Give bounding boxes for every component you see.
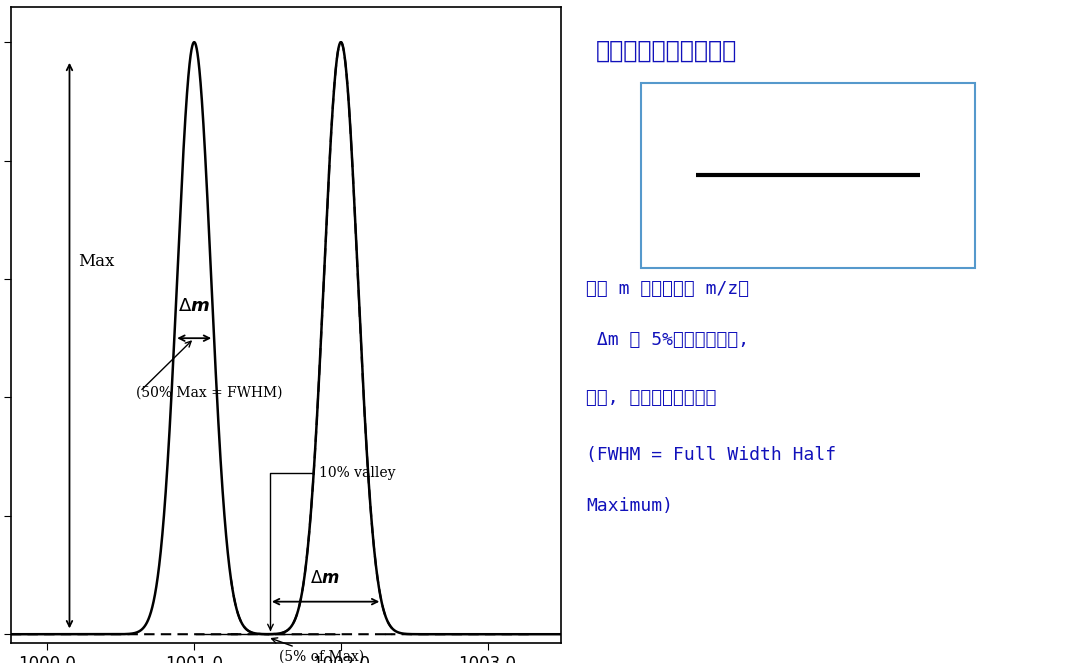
Text: Δm 是 5%峰高处的峰宽,: Δm 是 5%峰高处的峰宽, [586,332,750,349]
Text: 式中 m 是峰质心的 m/z，: 式中 m 是峰质心的 m/z， [586,280,750,298]
FancyBboxPatch shape [642,83,974,268]
Text: (5% of Max): (5% of Max) [271,638,365,663]
Text: m: m [787,96,828,134]
Text: 或者, 更常用的是半峰宽: 或者, 更常用的是半峰宽 [586,389,717,406]
Text: Maximum): Maximum) [586,497,673,514]
Text: 10% valley: 10% valley [268,466,395,630]
Text: $\Delta$ m: $\Delta$ m [772,210,843,243]
Text: (FWHM = Full Width Half: (FWHM = Full Width Half [586,446,837,464]
Text: (50% Max = FWHM): (50% Max = FWHM) [135,386,282,400]
Text: 分辨率通常以下式表达: 分辨率通常以下式表达 [596,38,738,62]
Text: $\Delta$m: $\Delta$m [310,569,340,587]
Text: $\Delta$m: $\Delta$m [178,296,211,314]
Text: Max: Max [78,253,114,270]
